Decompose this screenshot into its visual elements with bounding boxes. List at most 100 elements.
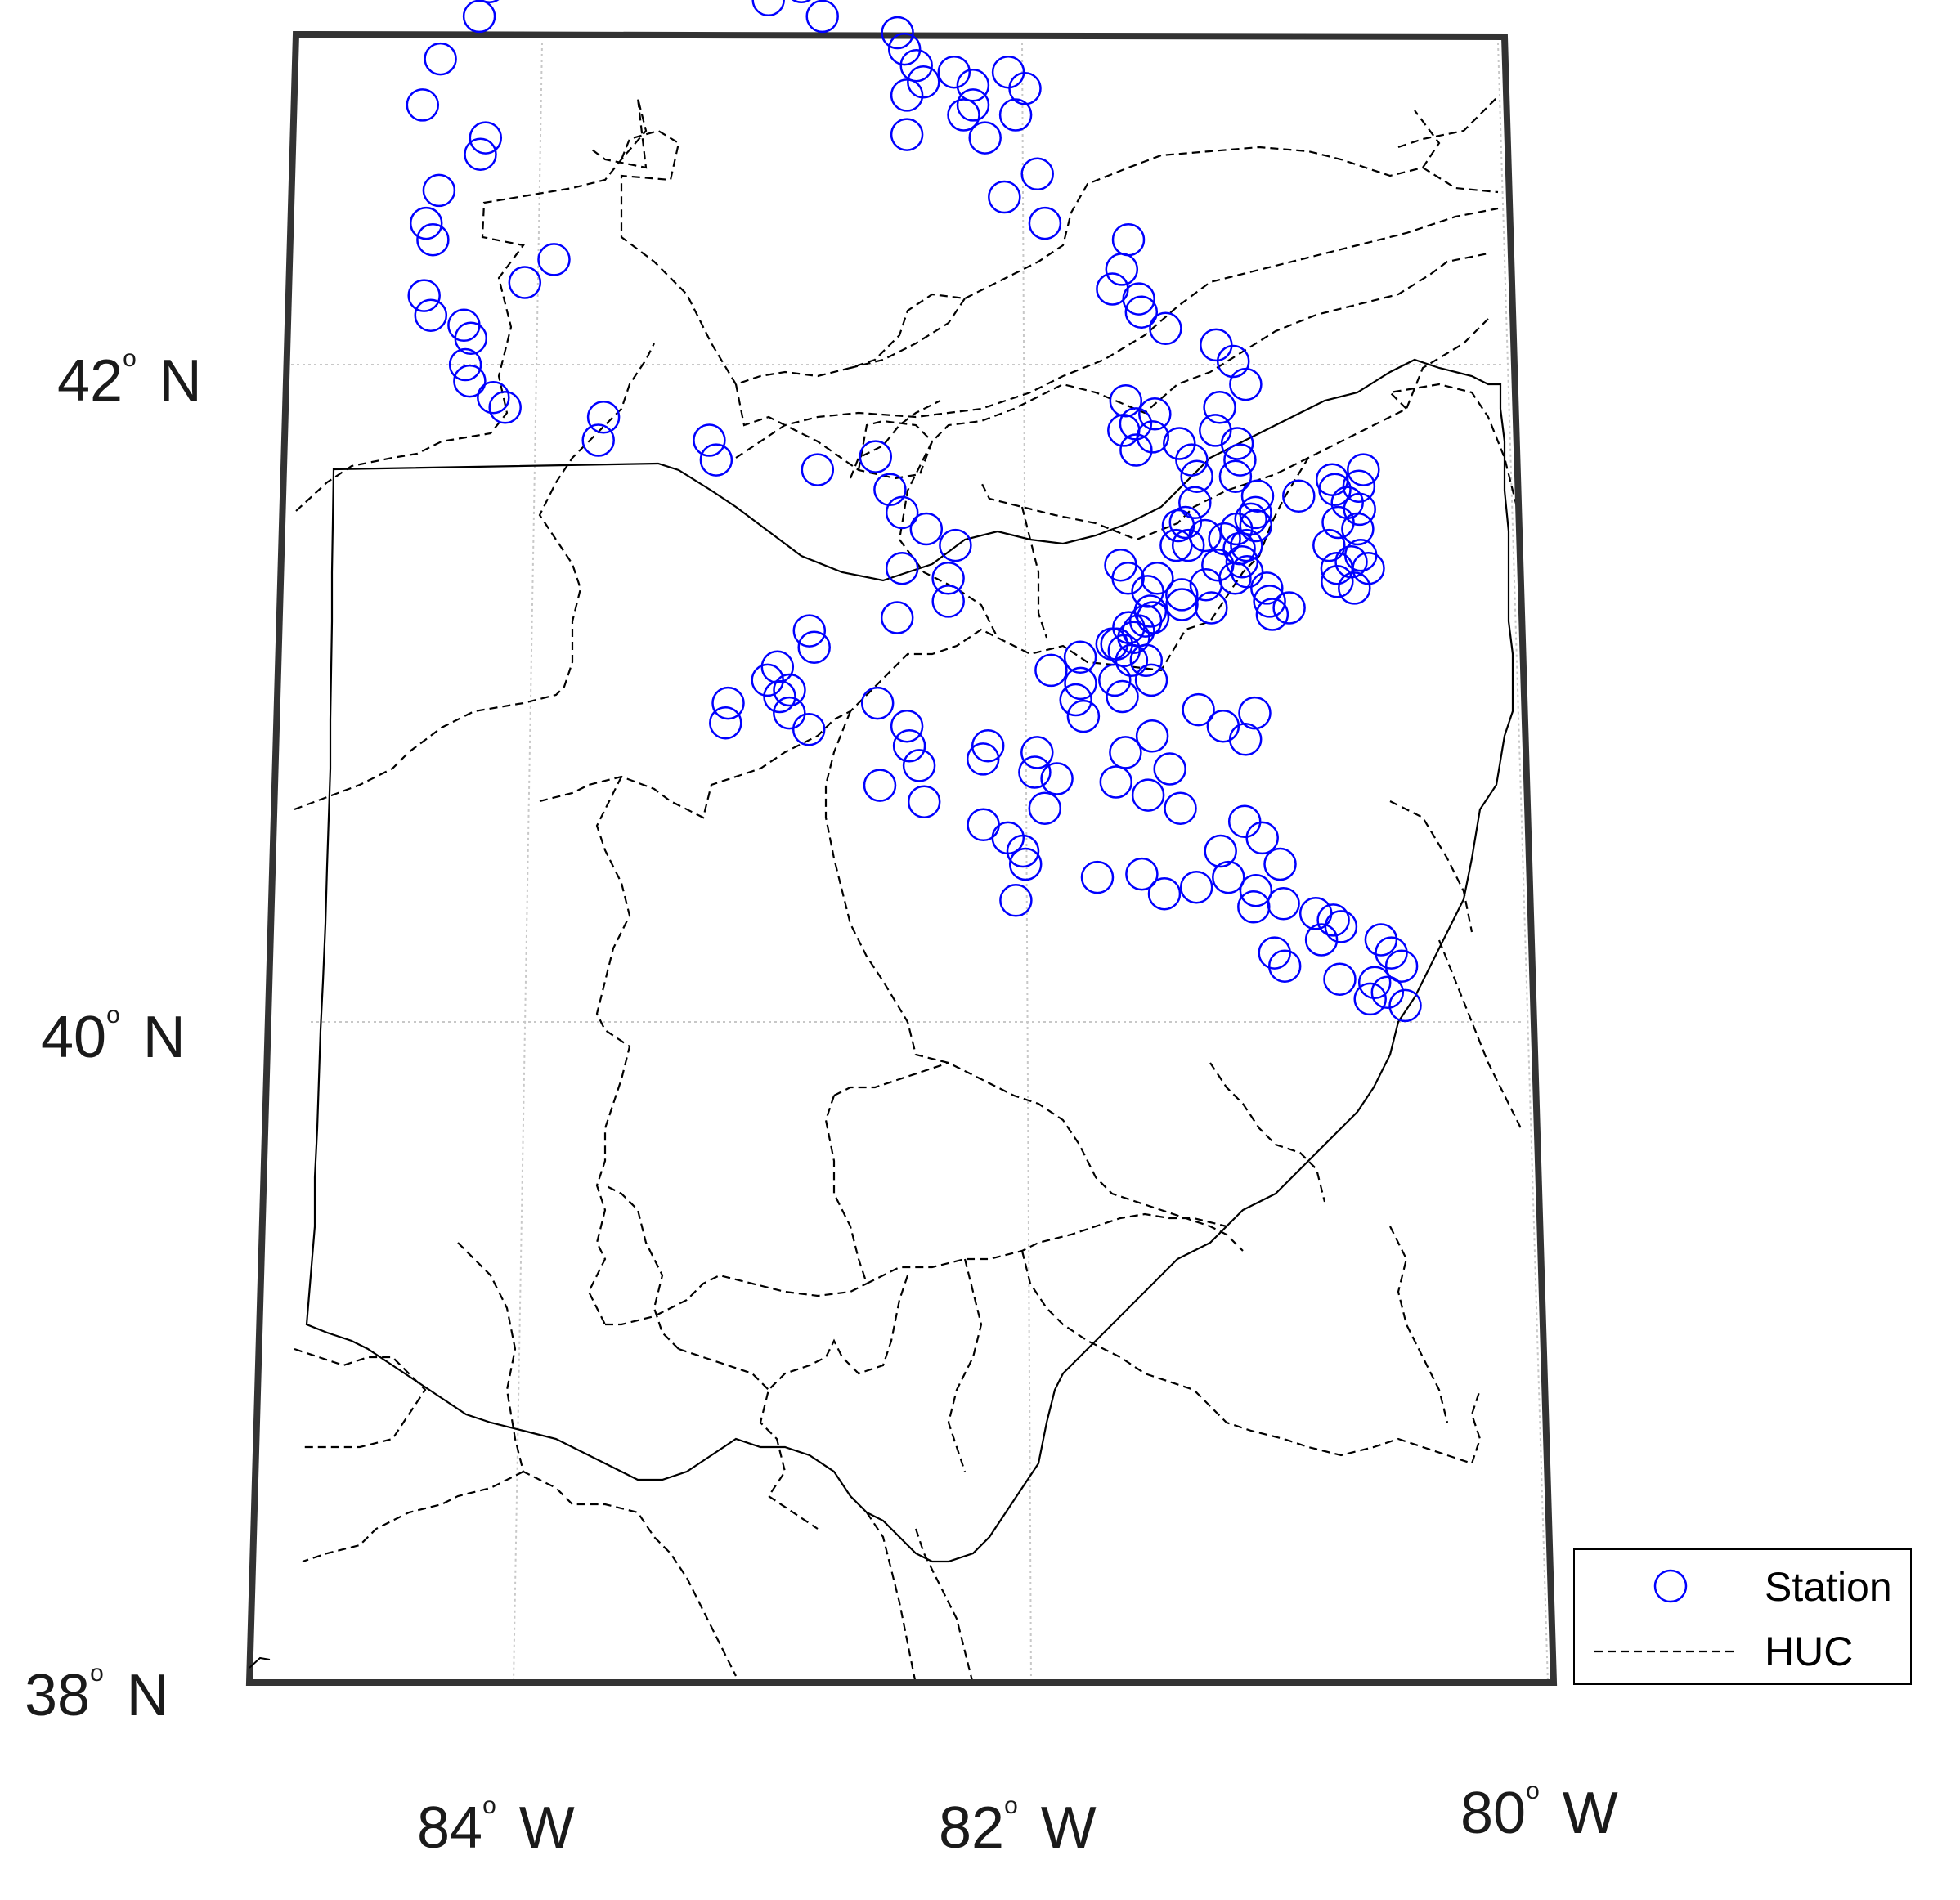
station-marker bbox=[892, 729, 926, 763]
station-marker bbox=[1357, 966, 1392, 1000]
huc-boundary bbox=[824, 1095, 868, 1284]
station-marker bbox=[1203, 391, 1236, 424]
station-marker bbox=[448, 347, 482, 382]
huc-boundary bbox=[1437, 939, 1522, 1129]
huc-boundary bbox=[295, 97, 648, 512]
huc-boundary bbox=[857, 419, 933, 471]
station-marker bbox=[1008, 72, 1042, 105]
station-marker bbox=[1253, 585, 1286, 618]
station-marker bbox=[586, 401, 621, 434]
station-marker bbox=[1237, 890, 1271, 924]
meridian-82 bbox=[1021, 42, 1032, 1685]
station-marker bbox=[1347, 453, 1380, 486]
huc-boundary bbox=[678, 1347, 769, 1391]
station-marker bbox=[1034, 653, 1068, 688]
station-marker bbox=[1298, 897, 1333, 930]
station-marker bbox=[1153, 752, 1186, 786]
station-marker bbox=[1164, 791, 1197, 825]
station-marker bbox=[454, 321, 488, 356]
station-marker bbox=[1171, 528, 1205, 562]
station-marker bbox=[792, 614, 827, 648]
station-marker bbox=[792, 712, 826, 746]
station-marker bbox=[885, 551, 919, 585]
station-marker bbox=[751, 0, 785, 17]
station-marker bbox=[1020, 736, 1054, 769]
station-markers bbox=[406, 0, 1422, 1023]
degree-mark: o bbox=[482, 1792, 496, 1819]
station-marker bbox=[1109, 736, 1142, 769]
station-marker bbox=[805, 0, 839, 34]
station-marker bbox=[1312, 528, 1346, 562]
huc-boundary bbox=[1389, 1226, 1449, 1423]
lake-boundary bbox=[849, 400, 941, 479]
station-marker bbox=[1223, 443, 1257, 477]
lon-label-80: 80o W bbox=[1460, 1777, 1618, 1846]
station-marker bbox=[1255, 598, 1289, 631]
station-marker bbox=[966, 742, 1000, 776]
station-marker bbox=[880, 601, 914, 634]
station-marker bbox=[773, 673, 806, 707]
station-marker bbox=[801, 453, 835, 486]
station-marker bbox=[1128, 604, 1163, 638]
frame-corner-mark bbox=[249, 1656, 271, 1669]
station-marker bbox=[751, 663, 784, 697]
station-marker bbox=[890, 78, 924, 112]
huc-boundary bbox=[604, 1185, 679, 1350]
station-marker bbox=[1220, 427, 1254, 460]
station-marker bbox=[890, 709, 924, 743]
station-marker bbox=[1165, 588, 1199, 621]
station-marker bbox=[1059, 683, 1092, 717]
huc-boundary bbox=[1397, 97, 1497, 149]
station-marker bbox=[1134, 663, 1168, 697]
huc-boundary bbox=[620, 110, 1441, 386]
huc-boundary bbox=[294, 1347, 427, 1449]
station-marker bbox=[1330, 486, 1364, 520]
station-marker bbox=[1080, 860, 1115, 894]
huc-boundary bbox=[866, 1212, 1227, 1284]
station-marker bbox=[881, 16, 914, 50]
station-marker bbox=[1388, 988, 1422, 1023]
station-marker bbox=[1064, 666, 1097, 701]
station-marker bbox=[968, 121, 1002, 155]
huc-boundary bbox=[833, 1061, 949, 1096]
meridian-80 bbox=[1497, 42, 1549, 1685]
station-marker bbox=[409, 206, 443, 240]
huc-boundary bbox=[1020, 1250, 1482, 1465]
huc-boundary bbox=[1389, 800, 1473, 933]
station-marker bbox=[1138, 397, 1172, 431]
huc-boundary bbox=[866, 1512, 917, 1685]
station-marker bbox=[1212, 860, 1245, 894]
station-marker bbox=[1188, 518, 1222, 553]
station-marker bbox=[939, 528, 972, 562]
station-marker bbox=[1149, 311, 1182, 346]
huc-boundary bbox=[980, 457, 1309, 541]
station-marker bbox=[1165, 578, 1199, 612]
station-marker bbox=[1245, 821, 1279, 855]
station-marker bbox=[873, 473, 907, 507]
station-marker bbox=[971, 729, 1005, 763]
station-marker bbox=[1131, 575, 1164, 608]
station-marker bbox=[1334, 544, 1368, 579]
station-marker bbox=[791, 0, 812, 3]
station-marker bbox=[909, 512, 944, 546]
station-marker bbox=[1006, 834, 1040, 868]
station-marker bbox=[1141, 562, 1174, 595]
station-marker bbox=[1106, 679, 1139, 714]
station-marker bbox=[1199, 414, 1232, 447]
station-marker bbox=[1316, 903, 1350, 937]
station-marker bbox=[1272, 591, 1306, 625]
station-marker bbox=[1104, 548, 1137, 582]
station-marker bbox=[885, 495, 919, 530]
station-marker bbox=[1163, 427, 1196, 460]
station-marker bbox=[947, 98, 980, 132]
station-marker bbox=[1323, 962, 1357, 996]
station-marker bbox=[902, 749, 936, 782]
station-marker bbox=[414, 298, 448, 332]
lat-label-42: 42o N bbox=[57, 345, 202, 414]
station-marker bbox=[956, 88, 990, 122]
station-marker bbox=[773, 696, 806, 730]
station-marker bbox=[1175, 443, 1209, 477]
station-marker bbox=[890, 118, 924, 151]
station-marker bbox=[763, 679, 796, 714]
